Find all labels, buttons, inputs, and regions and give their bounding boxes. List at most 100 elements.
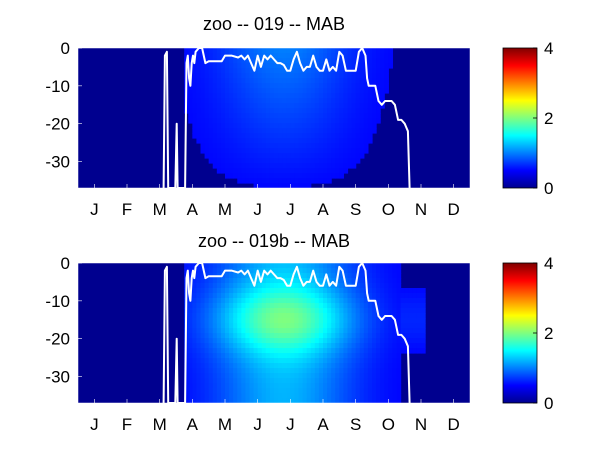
heatmap-cell <box>245 318 251 324</box>
heatmap-cell <box>282 338 287 344</box>
heatmap-cell <box>261 108 267 114</box>
heatmap-cell <box>310 93 316 99</box>
heatmap-cell <box>314 268 320 274</box>
heatmap-cell <box>318 363 324 369</box>
heatmap-cell <box>229 153 234 159</box>
heatmap-cell <box>204 393 210 399</box>
heatmap-cell <box>298 318 304 324</box>
heatmap-cell <box>367 313 373 319</box>
heatmap-cell <box>339 48 345 54</box>
heatmap-cell <box>351 48 357 54</box>
heatmap-cell <box>196 308 202 314</box>
heatmap-cell <box>294 308 300 314</box>
heatmap-cell <box>306 328 312 334</box>
heatmap-cell <box>212 68 218 74</box>
heatmap-cell <box>278 298 283 304</box>
heatmap-cell <box>372 308 377 314</box>
heatmap-cell <box>376 303 381 309</box>
heatmap-cell <box>253 153 259 159</box>
heatmap-cell <box>241 123 247 129</box>
heatmap-cell <box>204 63 210 69</box>
panel-1-y-ticks: 0-10-20-30 <box>45 39 82 172</box>
heatmap-cell <box>331 113 336 119</box>
heatmap-cell <box>343 263 349 269</box>
heatmap-cell <box>314 123 320 129</box>
heatmap-cell <box>245 163 251 169</box>
heatmap-cell <box>204 383 210 389</box>
heatmap-cell <box>384 328 389 334</box>
heatmap-cell <box>204 88 210 94</box>
heatmap-cell <box>347 338 353 344</box>
heatmap-cell <box>408 318 414 324</box>
heatmap-cell <box>282 113 287 119</box>
heatmap-cell <box>233 128 238 134</box>
heatmap-cell <box>241 328 247 334</box>
heatmap-cell <box>204 358 210 364</box>
heatmap-cell <box>318 128 324 134</box>
heatmap-cell <box>269 103 275 109</box>
heatmap-cell <box>225 153 230 159</box>
panel-2-heatmap <box>78 263 470 403</box>
heatmap-cell <box>278 133 283 139</box>
heatmap-cell <box>314 293 320 299</box>
heatmap-cell <box>290 283 296 289</box>
heatmap-cell <box>298 268 304 274</box>
heatmap-cell <box>233 98 238 104</box>
heatmap-cell <box>278 53 283 59</box>
heatmap-cell <box>253 283 259 289</box>
heatmap-cell <box>286 368 291 374</box>
heatmap-cell <box>372 88 377 94</box>
heatmap-cell <box>196 368 202 374</box>
heatmap-cell <box>404 293 410 299</box>
heatmap-cell <box>212 63 218 69</box>
heatmap-cell <box>359 273 365 279</box>
heatmap-cell <box>294 178 300 184</box>
heatmap-cell <box>363 363 369 369</box>
heatmap-cell <box>314 73 320 79</box>
heatmap-cell <box>396 283 402 289</box>
heatmap-cell <box>229 103 234 109</box>
heatmap-cell <box>380 358 385 364</box>
heatmap-cell <box>290 173 296 179</box>
heatmap-cell <box>294 123 300 129</box>
heatmap-cell <box>249 68 255 74</box>
heatmap-cell <box>298 143 304 149</box>
heatmap-cell <box>343 138 349 144</box>
heatmap-cell <box>347 293 353 299</box>
heatmap-cell <box>257 263 263 269</box>
heatmap-cell <box>196 268 202 274</box>
heatmap-cell <box>261 388 267 394</box>
heatmap-cell <box>282 153 287 159</box>
heatmap-cell <box>229 108 234 114</box>
heatmap-cell <box>347 108 353 114</box>
heatmap-cell <box>233 298 238 304</box>
heatmap-cell <box>274 163 279 169</box>
heatmap-cell <box>265 318 271 324</box>
heatmap-cell <box>396 348 402 354</box>
heatmap-cell <box>200 313 206 319</box>
heatmap-cell <box>290 303 296 309</box>
heatmap-cell <box>265 153 271 159</box>
heatmap-cell <box>310 283 316 289</box>
heatmap-cell <box>290 323 296 329</box>
heatmap-cell <box>396 398 402 403</box>
heatmap-cell <box>339 338 345 344</box>
heatmap-cell <box>343 118 349 124</box>
heatmap-cell <box>257 323 263 329</box>
heatmap-cell <box>274 48 279 54</box>
heatmap-cell <box>314 328 320 334</box>
heatmap-cell <box>212 308 218 314</box>
heatmap-cell <box>331 313 336 319</box>
heatmap-cell <box>306 168 312 174</box>
heatmap-cell <box>274 128 279 134</box>
heatmap-cell <box>229 353 234 359</box>
heatmap-cell <box>367 363 373 369</box>
heatmap-cell <box>376 393 381 399</box>
heatmap-cell <box>220 133 226 139</box>
heatmap-cell <box>323 83 328 89</box>
heatmap-cell <box>233 138 238 144</box>
heatmap-cell <box>310 78 316 84</box>
heatmap-cell <box>200 288 206 294</box>
heatmap-cell <box>212 293 218 299</box>
